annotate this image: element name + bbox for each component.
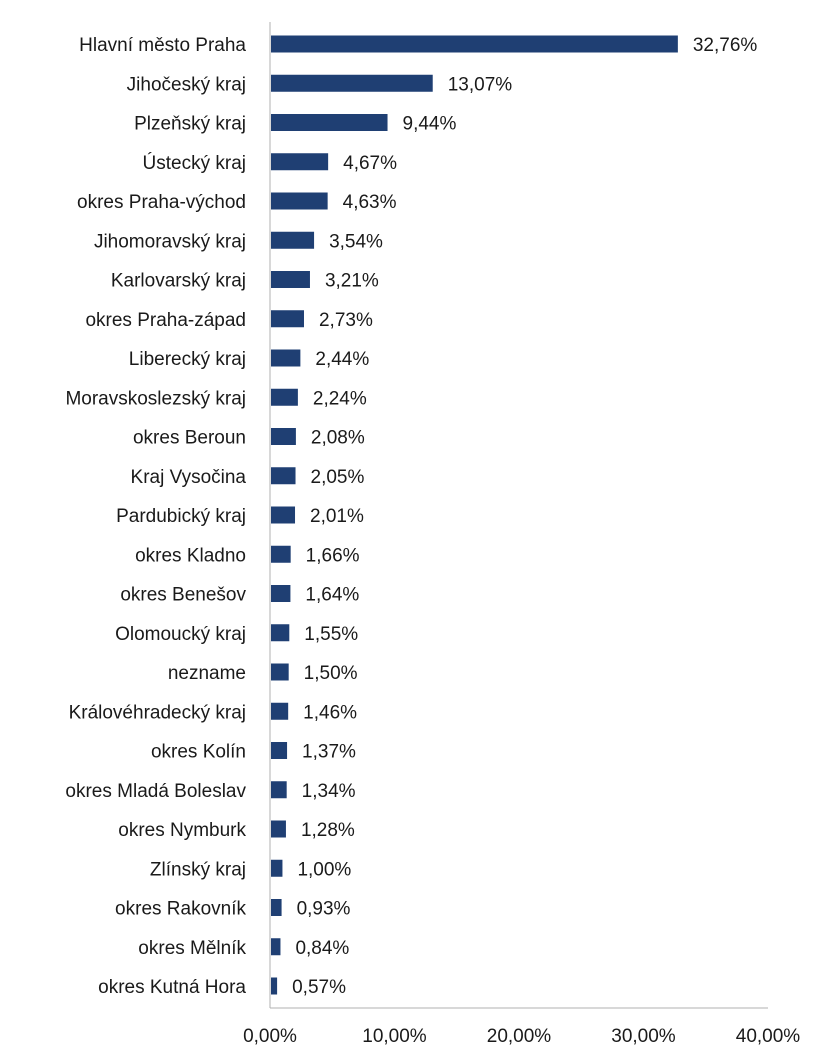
data-label: 1,50% xyxy=(304,663,358,684)
category-label: Karlovarský kraj xyxy=(111,271,246,292)
category-label: Jihočeský kraj xyxy=(127,74,246,95)
bar xyxy=(271,271,310,288)
category-label: Hlavní město Praha xyxy=(79,35,246,56)
category-labels: Hlavní město Praha Jihočeský kraj Plzeňský… xyxy=(65,35,246,998)
data-label: 3,21% xyxy=(325,271,379,292)
bar xyxy=(271,663,289,681)
category-label: nezname xyxy=(168,663,246,684)
category-label: okres Praha-východ xyxy=(77,192,246,213)
category-label: okres Rakovník xyxy=(115,899,246,920)
category-label: okres Benešov xyxy=(120,585,246,606)
data-label: 2,01% xyxy=(310,506,364,527)
x-tick-label: 20,00% xyxy=(487,1026,552,1047)
bar xyxy=(271,585,291,602)
data-label: 2,05% xyxy=(311,467,365,488)
category-label: okres Beroun xyxy=(133,428,246,449)
data-label: 1,28% xyxy=(301,820,355,841)
category-label: okres Mladá Boleslav xyxy=(65,781,246,802)
bars-layer xyxy=(271,35,678,995)
data-label: 2,08% xyxy=(311,428,365,449)
bar xyxy=(271,624,290,642)
x-tick-label: 10,00% xyxy=(362,1026,427,1047)
bar xyxy=(271,231,315,249)
data-label: 4,63% xyxy=(343,192,397,213)
bar xyxy=(271,114,388,131)
data-label: 1,34% xyxy=(302,781,356,802)
axes xyxy=(269,22,768,1009)
bar xyxy=(271,781,287,799)
data-label: 1,00% xyxy=(297,859,351,880)
bar xyxy=(271,35,678,53)
x-tick-label: 0,00% xyxy=(243,1026,297,1047)
bar xyxy=(271,74,433,92)
data-label: 9,44% xyxy=(403,114,457,135)
data-label: 32,76% xyxy=(693,35,758,56)
x-tick-label: 30,00% xyxy=(611,1026,676,1047)
category-label: okres Kutná Hora xyxy=(98,977,246,998)
bar xyxy=(271,153,329,171)
bar xyxy=(271,545,291,563)
bar xyxy=(271,192,328,210)
category-label: Liberecký kraj xyxy=(129,349,246,370)
bar xyxy=(271,820,286,838)
category-label: okres Mělník xyxy=(138,938,246,959)
category-label: Jihomoravský kraj xyxy=(94,231,246,252)
bar xyxy=(271,977,278,995)
data-label: 0,93% xyxy=(297,899,351,920)
bar xyxy=(271,506,296,524)
data-label: 0,57% xyxy=(292,977,346,998)
data-label: 3,54% xyxy=(329,231,383,252)
category-label: Královéhradecký kraj xyxy=(69,702,246,723)
category-label: Zlínský kraj xyxy=(150,859,246,880)
data-label: 2,73% xyxy=(319,310,373,331)
category-label: Moravskoslezský kraj xyxy=(65,388,246,409)
bar xyxy=(271,428,296,445)
x-tick-label: 40,00% xyxy=(736,1026,801,1047)
bar xyxy=(271,899,282,916)
category-label: okres Nymburk xyxy=(118,820,246,841)
category-label: Kraj Vysočina xyxy=(131,467,247,488)
data-label: 1,55% xyxy=(304,624,358,645)
bar xyxy=(271,938,281,956)
bar xyxy=(271,859,283,877)
value-labels: 32,76% 13,07% 9,44% 4,67% 4,63% 3,54% 3,21% 2,7… xyxy=(292,35,757,998)
category-label: okres Praha-západ xyxy=(85,310,246,331)
category-label: okres Kladno xyxy=(135,545,246,566)
data-label: 2,24% xyxy=(313,388,367,409)
category-label: Ústecký kraj xyxy=(143,152,246,174)
data-label: 13,07% xyxy=(448,74,513,95)
bar xyxy=(271,310,304,328)
data-label: 4,67% xyxy=(343,153,397,174)
bar xyxy=(271,742,288,759)
data-label: 1,37% xyxy=(302,742,356,763)
category-label: Plzeňský kraj xyxy=(134,114,246,135)
bar xyxy=(271,349,301,367)
category-label: Pardubický kraj xyxy=(116,506,246,527)
bar xyxy=(271,388,298,406)
data-label: 1,64% xyxy=(305,585,359,606)
data-label: 1,46% xyxy=(303,702,357,723)
category-label: Olomoucký kraj xyxy=(115,624,246,645)
x-tick-labels: 0,00% 10,00% 20,00% 30,00% 40,00% xyxy=(243,1026,800,1047)
bar xyxy=(271,467,296,485)
data-label: 0,84% xyxy=(295,938,349,959)
bar xyxy=(271,702,289,720)
category-label: okres Kolín xyxy=(151,742,246,763)
data-label: 1,66% xyxy=(306,545,360,566)
data-label: 2,44% xyxy=(315,349,369,370)
